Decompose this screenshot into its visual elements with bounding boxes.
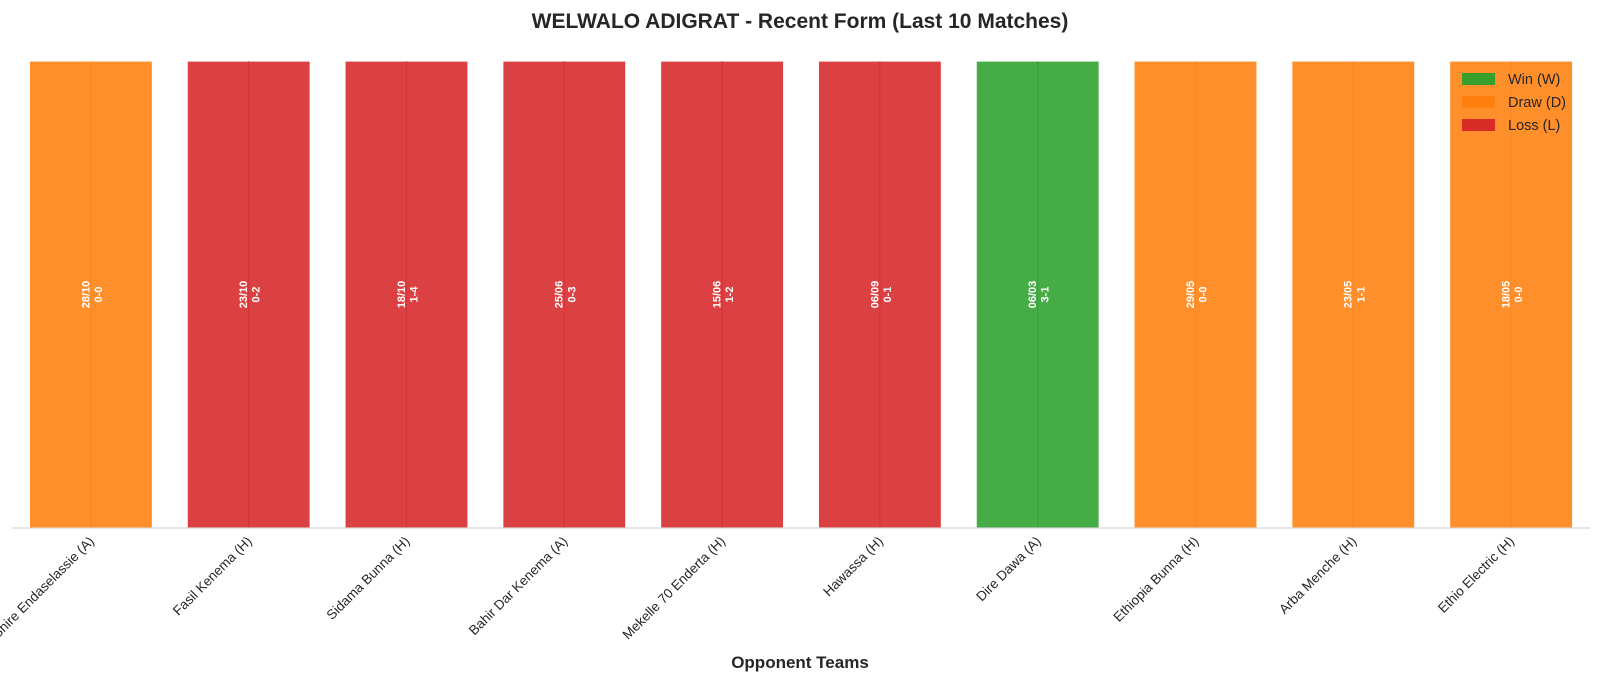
bar-label-4: 25/060-3	[554, 281, 579, 309]
bar-date-5: 15/06	[711, 281, 723, 309]
bar-score-5: 1-2	[724, 287, 736, 303]
legend-swatch-d	[1462, 96, 1495, 108]
bar-date-10: 18/05	[1500, 281, 1512, 309]
bar-score-8: 0-0	[1198, 287, 1210, 303]
x-tick-label-9: Arba Menche (H)	[1276, 534, 1359, 617]
x-tick-label-5: Mekelle 70 Enderta (H)	[619, 534, 728, 643]
chart-title: WELWALO ADIGRAT - Recent Form (Last 10 M…	[532, 10, 1069, 33]
legend-label-l: Loss (L)	[1508, 118, 1560, 134]
bar-date-1: 28/10	[80, 281, 92, 309]
bar-label-6: 06/090-1	[869, 281, 894, 309]
bar-label-10: 18/050-0	[1500, 281, 1525, 309]
bar-score-2: 0-2	[251, 287, 263, 303]
x-tick-label-7: Dire Dawa (A)	[973, 534, 1044, 605]
bar-label-9: 23/051-1	[1343, 281, 1368, 309]
bar-score-6: 0-1	[882, 287, 894, 303]
bar-label-7: 06/033-1	[1027, 281, 1052, 309]
legend-label-d: Draw (D)	[1508, 95, 1566, 111]
bar-label-2: 23/100-2	[238, 281, 263, 309]
bar-score-4: 0-3	[566, 287, 578, 303]
x-tick-label-10: Ethio Electric (H)	[1435, 534, 1517, 616]
legend-swatch-l	[1462, 119, 1495, 131]
bar-date-2: 23/10	[238, 281, 250, 309]
bar-date-7: 06/03	[1027, 281, 1039, 309]
bar-date-9: 23/05	[1343, 281, 1355, 309]
legend-swatch-w	[1462, 73, 1495, 85]
bar-date-8: 29/05	[1185, 281, 1197, 309]
bar-date-6: 06/09	[869, 281, 881, 309]
x-tick-labels: Shire Endaselassie (A) Fasil Kenema (H) Si…	[0, 534, 1517, 643]
bar-date-4: 25/06	[554, 281, 566, 309]
x-tick-label-6: Hawassa (H)	[820, 534, 886, 600]
bar-label-8: 29/050-0	[1185, 281, 1210, 309]
x-tick-label-8: Ethiopia Bunna (H)	[1110, 534, 1201, 625]
bar-score-3: 1-4	[409, 286, 421, 303]
bar-date-3: 18/10	[396, 281, 408, 309]
bar-label-1: 28/100-0	[80, 281, 105, 309]
bar-label-3: 18/101-4	[396, 281, 421, 309]
bar-score-10: 0-0	[1513, 287, 1525, 303]
bars-group: 28/100-0 23/100-2 18/101-4 25/060-3 15/061-2…	[28, 60, 1574, 529]
bar-score-1: 0-0	[93, 287, 105, 303]
bar-score-9: 1-1	[1355, 287, 1367, 303]
bar-label-5: 15/061-2	[711, 281, 736, 309]
x-tick-label-2: Fasil Kenema (H)	[170, 534, 255, 619]
x-axis-label: Opponent Teams	[731, 653, 869, 672]
x-tick-label-3: Sidama Bunna (H)	[323, 534, 412, 623]
bar-score-7: 3-1	[1040, 287, 1052, 303]
x-tick-label-4: Bahir Dar Kenema (A)	[466, 534, 571, 639]
legend: Win (W) Draw (D) Loss (L)	[1462, 72, 1566, 134]
legend-label-w: Win (W)	[1508, 72, 1560, 88]
x-tick-label-1: Shire Endaselassie (A)	[0, 534, 97, 642]
